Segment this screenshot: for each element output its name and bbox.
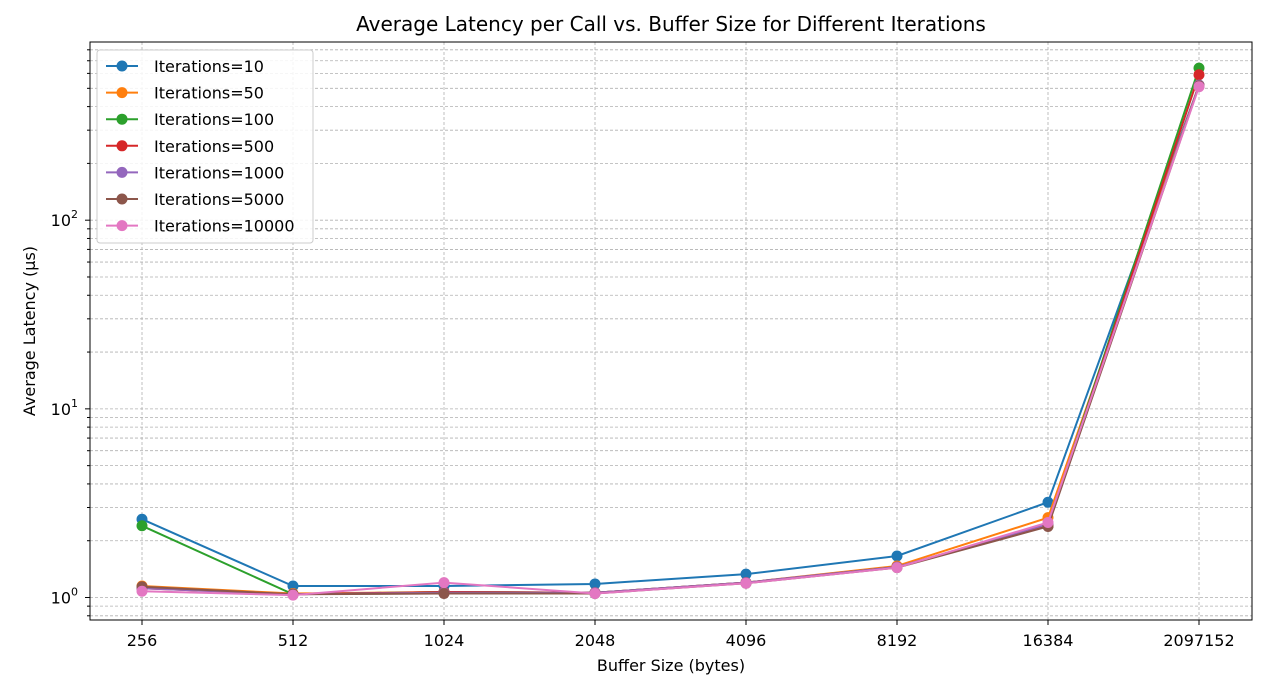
y-tick-label: 101 [51, 397, 78, 419]
y-tick-base: 10 [51, 589, 71, 608]
series-line [141, 86, 1200, 597]
x-tick-label: 2048 [575, 631, 616, 650]
y-tick-label: 100 [51, 586, 78, 608]
data-point [438, 588, 450, 600]
legend-swatch-marker [116, 193, 128, 205]
legend-label: Iterations=1000 [154, 163, 284, 182]
data-point [589, 578, 601, 590]
data-point [438, 577, 450, 589]
data-point [287, 589, 299, 601]
legend: Iterations=10 Iterations=50 Iterations=100… [96, 49, 314, 244]
legend-swatch-marker [116, 60, 128, 72]
data-point [136, 585, 148, 597]
data-point [1193, 81, 1205, 93]
legend-swatch-marker [116, 113, 128, 125]
legend-label: Iterations=5000 [154, 190, 284, 209]
legend-label: Iterations=100 [154, 110, 274, 129]
data-point [740, 568, 752, 580]
y-tick-base: 10 [51, 400, 71, 419]
legend-swatch-marker [116, 220, 128, 232]
x-axis-ticks: 256 512 1024 2048 4096 8192 16384 2097152 [127, 620, 1235, 650]
data-point [891, 562, 903, 574]
y-tick-base: 10 [51, 211, 71, 230]
data-point [589, 588, 601, 600]
legend-label: Iterations=500 [154, 137, 274, 156]
x-tick-label: 8192 [877, 631, 918, 650]
legend-label: Iterations=10000 [154, 217, 295, 236]
legend-swatch-marker [116, 166, 128, 178]
y-tick-exponent: 0 [71, 586, 78, 599]
x-tick-label: 16384 [1023, 631, 1074, 650]
x-tick-label: 512 [278, 631, 309, 650]
legend-swatch-marker [116, 140, 128, 152]
legend-items: Iterations=10 Iterations=50 Iterations=100… [106, 57, 295, 236]
data-point [891, 550, 903, 562]
series-line [141, 84, 1200, 588]
x-tick-label: 4096 [726, 631, 767, 650]
y-axis-label: Average Latency (µs) [20, 246, 39, 416]
x-tick-label: 2097152 [1163, 631, 1234, 650]
y-tick-exponent: 2 [71, 208, 78, 221]
plot-area-frame [89, 41, 1253, 621]
series-lines [136, 62, 1205, 601]
chart-title: Average Latency per Call vs. Buffer Size… [356, 12, 986, 36]
data-point [1193, 69, 1205, 81]
legend-label: Iterations=10 [154, 57, 264, 76]
data-point [1042, 516, 1054, 528]
data-point [1042, 496, 1054, 508]
x-tick-label: 1024 [424, 631, 465, 650]
y-tick-exponent: 1 [71, 397, 78, 410]
data-point [740, 577, 752, 589]
x-axis-label: Buffer Size (bytes) [597, 656, 745, 675]
legend-box [96, 49, 314, 244]
legend-swatch-marker [116, 87, 128, 99]
x-tick-label: 256 [127, 631, 158, 650]
legend-label: Iterations=50 [154, 84, 264, 103]
data-point [136, 520, 148, 532]
grid-lines [90, 42, 1252, 620]
y-tick-label: 102 [51, 208, 78, 230]
